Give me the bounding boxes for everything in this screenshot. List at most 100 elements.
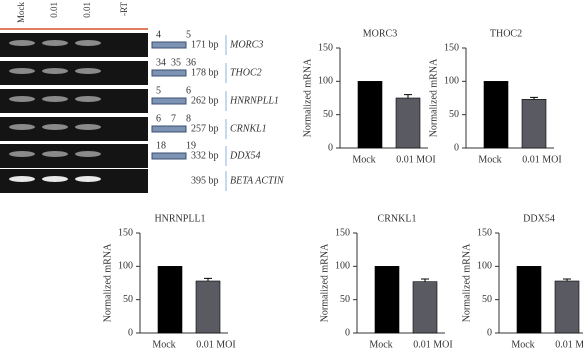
gel-band [75,40,101,46]
y-axis-label: Normalized mRNA [102,243,113,322]
exon-number: 34 [156,57,166,68]
gel-band [42,176,68,182]
y-tick-label: 0 [128,327,133,338]
x-tick-label: Mock [152,339,175,350]
exon-box [151,97,187,105]
gene-name: BETA ACTIN [230,175,285,186]
gel-band [75,68,101,74]
error-bar [563,278,571,281]
gel-band [9,96,35,102]
bar [157,266,183,334]
x-tick-label: Mock [352,154,375,165]
y-axis-label: Normalized mRNA [319,243,330,322]
band-size: 178 bp [191,67,219,78]
gene-name: DDX54 [229,150,261,161]
y-tick-label: 150 [444,42,459,53]
y-axis-label: Normalized mRNA [428,58,439,137]
gene-name: MORC3 [229,39,263,50]
exon-number: 6 [186,85,191,96]
gel-band [42,40,68,46]
gel-band [42,96,68,102]
band-size: 332 bp [191,150,219,161]
bar [195,280,221,334]
exon-box [151,125,187,133]
y-tick-label: 50 [482,294,492,305]
y-tick-label: 150 [335,227,350,238]
gel-band [75,151,101,157]
lane-label: 0.01 [82,2,92,18]
gel-band [42,68,68,74]
exon-number: 4 [156,29,161,40]
bar [412,281,438,334]
y-tick-label: 0 [487,327,492,338]
x-tick-label: Mock [511,339,534,350]
y-tick-label: 50 [340,294,350,305]
error-bar [530,96,538,100]
lane-label: Mock [16,2,26,23]
bar [395,97,421,149]
exon-number: 8 [186,113,191,124]
chart-title: MORC3 [363,28,397,39]
gel-band [9,124,35,130]
y-tick-label: 50 [123,294,133,305]
y-tick-label: 0 [328,142,333,153]
gene-name: CRNKL1 [230,123,267,134]
x-tick-label: 0.01 MOI [555,339,583,350]
exon-number: 5 [156,85,161,96]
exon-box [151,69,187,77]
y-tick-label: 0 [345,327,350,338]
gene-name: THOC2 [230,67,262,78]
error-bar [404,94,412,98]
exon-number: 6 [156,113,161,124]
gel-band [42,151,68,157]
gel-band [75,96,101,102]
bar [554,280,580,334]
chart-title: CRNKL1 [378,213,417,224]
y-tick-label: 50 [449,109,459,120]
gene-name: HNRNPLL1 [229,95,279,106]
bar [483,81,509,149]
x-tick-label: 0.01 MOI [413,339,452,350]
y-tick-label: 100 [318,76,333,87]
gel-band [75,124,101,130]
bar [374,266,400,334]
x-tick-label: Mock [369,339,392,350]
y-tick-label: 100 [118,261,133,272]
y-axis-label: Normalized mRNA [302,58,313,137]
band-size: 395 bp [191,175,219,186]
error-bar [204,277,212,281]
gel-band [42,124,68,130]
y-tick-label: 100 [444,76,459,87]
gel-band [9,68,35,74]
y-tick-label: 100 [335,261,350,272]
y-tick-label: 150 [118,227,133,238]
y-tick-label: 150 [318,42,333,53]
chart-title: THOC2 [490,28,522,39]
bar [521,99,547,149]
error-bar [421,278,429,282]
gel-band [9,176,35,182]
exon-number: 19 [186,140,196,151]
exon-number: 18 [156,140,166,151]
y-tick-label: 50 [323,109,333,120]
gel-band [75,176,101,182]
bar [357,81,383,149]
y-tick-label: 100 [477,261,492,272]
lane-label: 0.01 [49,2,59,18]
band-size: 262 bp [191,95,219,106]
gel-band [9,151,35,157]
x-tick-label: 0.01 MOI [396,154,435,165]
lane-label: -RT [119,2,129,16]
chart-title: DDX54 [523,213,555,224]
chart-title: HNRNPLL1 [154,213,205,224]
x-tick-label: 0.01 MOI [196,339,235,350]
band-size: 171 bp [191,39,219,50]
x-tick-label: 0.01 MOI [522,154,561,165]
bar [516,266,542,334]
exon-box [151,152,187,160]
exon-number: 5 [186,29,191,40]
y-tick-label: 150 [477,227,492,238]
exon-number: 7 [171,113,176,124]
gel-band [9,40,35,46]
